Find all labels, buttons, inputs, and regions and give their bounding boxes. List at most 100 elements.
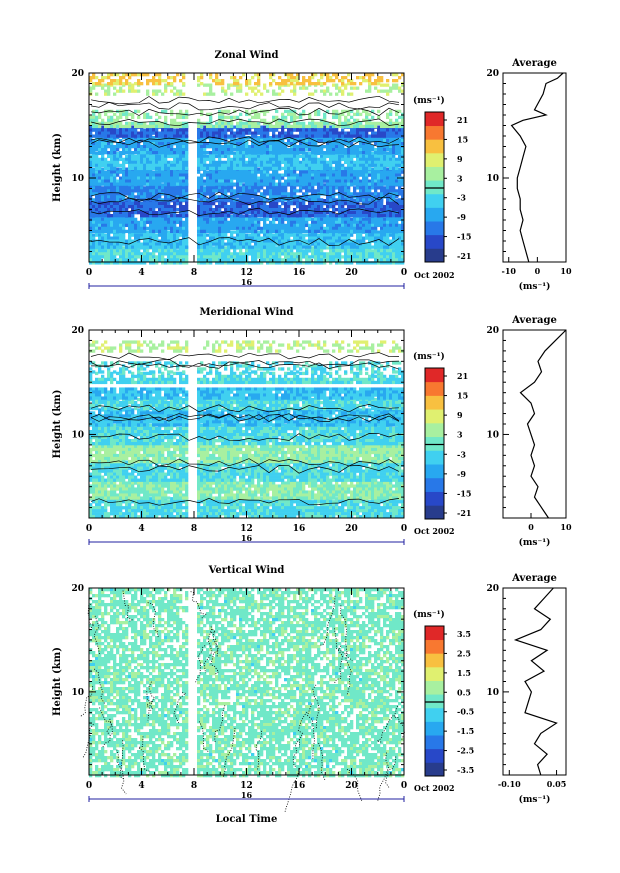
heatmap-cell xyxy=(155,217,159,222)
heatmap-cell xyxy=(104,176,108,180)
heatmap-cell xyxy=(182,252,186,256)
heatmap-cell xyxy=(113,148,117,152)
heatmap-cell xyxy=(119,167,123,171)
heatmap-cell xyxy=(104,229,108,234)
heatmap-cell xyxy=(389,173,393,177)
heatmap-cell xyxy=(185,249,189,253)
heatmap-cell xyxy=(137,233,141,237)
heatmap-cell xyxy=(131,226,135,231)
heatmap-cell xyxy=(380,154,384,159)
heatmap-cell xyxy=(284,236,288,240)
heatmap-cell xyxy=(326,220,330,225)
heatmap-cell xyxy=(176,131,180,135)
heatmap-cell xyxy=(164,142,168,146)
heatmap-cell xyxy=(251,160,255,165)
heatmap-cell xyxy=(329,186,333,190)
heatmap-cell xyxy=(305,148,309,152)
heatmap-cell xyxy=(290,131,294,135)
heatmap-cell xyxy=(89,189,93,193)
heatmap-cell xyxy=(170,176,174,180)
heatmap-cell xyxy=(236,154,240,159)
heatmap-cell xyxy=(128,226,132,231)
heatmap-cell xyxy=(206,157,210,162)
heatmap-cell xyxy=(203,217,207,222)
heatmap-cell xyxy=(161,214,165,218)
heatmap-cell xyxy=(401,261,405,265)
heatmap-cell xyxy=(383,239,387,243)
heatmap-cell xyxy=(308,239,312,243)
heatmap-cell xyxy=(263,236,267,240)
heatmap-cell xyxy=(125,131,129,135)
heatmap-cell xyxy=(134,252,138,256)
heatmap-cell xyxy=(377,134,381,138)
heatmap-cell xyxy=(281,252,285,256)
heatmap-cell xyxy=(140,163,144,168)
heatmap-cell xyxy=(128,186,132,190)
heatmap-cell xyxy=(125,128,129,132)
heatmap-cell xyxy=(254,134,258,138)
heatmap-cell xyxy=(275,170,279,174)
heatmap-cell xyxy=(350,176,354,180)
heatmap-cell xyxy=(203,179,207,183)
heatmap-cell xyxy=(89,223,93,228)
heatmap-cell xyxy=(152,208,156,212)
heatmap-cell xyxy=(374,202,378,206)
heatmap-cell xyxy=(317,128,321,132)
heatmap-cell xyxy=(302,223,306,228)
heatmap-cell xyxy=(173,128,177,132)
heatmap-cell xyxy=(284,151,288,155)
heatmap-cell xyxy=(116,160,120,165)
heatmap-cell xyxy=(95,239,99,243)
heatmap-cell xyxy=(158,202,162,206)
heatmap-cell xyxy=(137,242,141,246)
heatmap-cell xyxy=(242,242,246,246)
heatmap-cell xyxy=(92,261,96,265)
heatmap-cell xyxy=(254,151,258,155)
heatmap-cell xyxy=(149,205,153,209)
heatmap-cell xyxy=(122,233,126,237)
heatmap-cell xyxy=(323,229,327,234)
heatmap-cell xyxy=(125,242,129,246)
heatmap-cell xyxy=(122,189,126,193)
heatmap-cell xyxy=(281,182,285,186)
heatmap-cell xyxy=(341,229,345,234)
heatmap-cell xyxy=(290,179,294,183)
heatmap-cell xyxy=(161,245,165,249)
heatmap-cell xyxy=(368,249,372,253)
heatmap-cell xyxy=(317,148,321,152)
heatmap-cell xyxy=(104,220,108,225)
heatmap-cell xyxy=(167,214,171,219)
heatmap-cell xyxy=(155,179,159,183)
heatmap-cell xyxy=(131,131,135,135)
heatmap-cell xyxy=(344,229,348,234)
heatmap-cell xyxy=(314,226,318,231)
heatmap-cell xyxy=(110,145,114,149)
heatmap-cell xyxy=(392,182,396,186)
heatmap-cell xyxy=(395,166,399,171)
heatmap-cell xyxy=(251,154,255,159)
heatmap-cell xyxy=(176,157,180,162)
heatmap-cell xyxy=(350,252,354,256)
heatmap-cell xyxy=(125,170,129,174)
heatmap-cell xyxy=(224,246,228,250)
heatmap-cell xyxy=(116,186,120,190)
heatmap-cell xyxy=(116,189,120,193)
heatmap-cell xyxy=(392,166,396,171)
heatmap-cell xyxy=(353,148,357,152)
heatmap-cell xyxy=(305,186,309,190)
heatmap-cell xyxy=(284,249,288,253)
heatmap-cell xyxy=(356,198,360,202)
heatmap-cell xyxy=(344,179,348,183)
heatmap-cell xyxy=(365,157,369,162)
heatmap-cell xyxy=(131,189,135,193)
heatmap-cell xyxy=(281,249,285,253)
heatmap-cell xyxy=(275,233,279,237)
heatmap-cell xyxy=(134,179,138,183)
heatmap-cell xyxy=(254,182,258,186)
heatmap-cell xyxy=(245,198,249,202)
heatmap-cell xyxy=(383,217,387,222)
heatmap-cell xyxy=(89,242,93,246)
heatmap-cell xyxy=(137,134,141,138)
heatmap-cell xyxy=(140,252,144,256)
